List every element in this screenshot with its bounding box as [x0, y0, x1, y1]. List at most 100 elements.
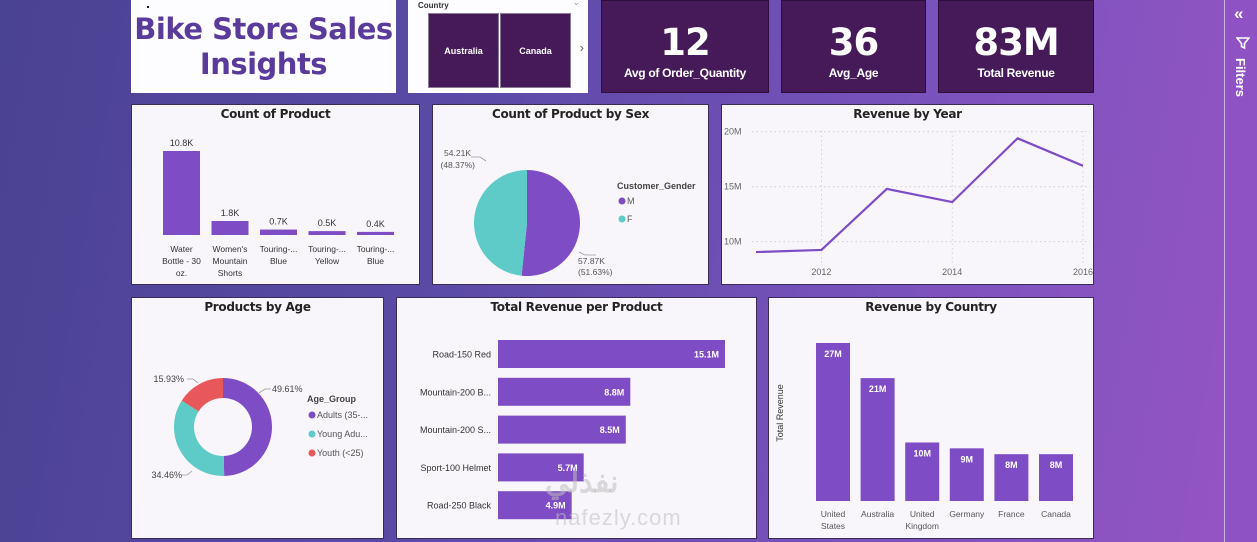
category-label: Canada [1041, 509, 1071, 519]
category-label: Women's [212, 244, 247, 254]
bar [1039, 454, 1073, 501]
chart-title: Revenue by Country [865, 300, 997, 314]
chart-title: Count of Product [220, 107, 331, 121]
slicer-label: Country [418, 1, 449, 10]
x-tick-label: 2014 [942, 267, 962, 277]
legend-title: Age_Group [307, 394, 357, 404]
revenue-by-year-visual[interactable]: Revenue by Year 10M 15M 20M 2012 2014 2016 [721, 104, 1094, 285]
data-label: 0.4K [366, 219, 385, 229]
legend-marker [308, 430, 316, 438]
y-tick-label: 20M [724, 127, 742, 137]
kpi-label: Avg of Order_Quantity [624, 66, 746, 80]
category-label: Road-250 Black [427, 501, 492, 511]
category-label: Kingdom [905, 521, 939, 531]
bar [994, 454, 1029, 501]
count-of-product-visual[interactable]: Count of Product 10.8K Water Bottle - 30 oz… [131, 104, 420, 285]
data-label: 1.8K [221, 208, 240, 218]
slicer-tile-canada[interactable]: Canada [500, 13, 571, 88]
bar [211, 221, 249, 235]
bar [357, 231, 394, 235]
bar [905, 442, 940, 501]
kpi-value: 83M [973, 21, 1059, 64]
leader-line [258, 388, 271, 394]
revenue-by-country-visual[interactable]: Revenue by Country Total Revenue 27M Unite… [768, 297, 1094, 539]
filters-label[interactable]: Filters [1233, 58, 1248, 98]
category-label: Yellow [315, 256, 340, 266]
x-tick-label: 2012 [811, 267, 831, 277]
kpi-avg-order-quantity: 12 Avg of Order_Quantity [601, 0, 769, 93]
data-label: 0.7K [269, 217, 288, 227]
data-label: 15.1M [694, 350, 719, 360]
series-line [755, 137, 1084, 254]
category-label: States [821, 521, 845, 531]
slicer-tile-australia[interactable]: Australia [428, 13, 499, 88]
legend-marker [308, 449, 316, 457]
data-label: (48.37%) [441, 160, 476, 170]
products-by-age-visual[interactable]: Products by Age 49.61% 34.46% 15.93% Age_Gr… [131, 297, 384, 539]
chevron-right-icon[interactable]: › [579, 40, 584, 55]
products-by-age-chart: 49.61% 34.46% 15.93% Age_Group Adults (35-..… [151, 374, 368, 480]
data-label: 8.5M [600, 425, 620, 435]
revenue-by-country-chart: Total Revenue 27M United States 21M Australia… [775, 343, 1073, 531]
data-label: 8M [1050, 460, 1063, 470]
donut-slice [173, 400, 225, 476]
x-tick-label: 2016 [1073, 267, 1093, 277]
bar [498, 377, 631, 406]
data-label: 5.7M [558, 463, 578, 473]
bar [498, 340, 725, 368]
revenue-per-product-visual[interactable]: Total Revenue per Product 15.1M Road-150 … [396, 297, 757, 539]
category-label: United [910, 509, 935, 519]
chart-title: Revenue by Year [853, 107, 962, 121]
revenue-per-product-chart: 15.1M Road-150 Red 8.8M Mountain-200 B... 8.… [420, 340, 725, 520]
legend-label: Young Adu... [317, 429, 368, 439]
category-label: Water [170, 244, 193, 254]
category-label: Touring-... [357, 244, 395, 254]
country-slicer: Country ⌄ Australia Canada › [408, 0, 588, 93]
legend-title: Customer_Gender [617, 181, 696, 191]
legend-label: Adults (35-... [317, 410, 368, 420]
chart-title: Products by Age [204, 300, 311, 314]
count-by-sex-visual[interactable]: Count of Product by Sex 57.87K (51.63%) 54… [432, 104, 709, 285]
data-label: 10M [913, 448, 931, 458]
leader-line [578, 251, 596, 256]
bar [949, 448, 984, 501]
y-tick-label: 15M [724, 182, 742, 192]
category-label: Mountain [213, 256, 248, 266]
category-label: France [998, 509, 1025, 519]
report-title: Bike Store Sales Insights [134, 12, 393, 82]
data-label: 9M [961, 454, 974, 464]
data-label: 21M [869, 384, 887, 394]
data-label: 0.5K [318, 218, 337, 228]
legend-marker [308, 411, 316, 419]
legend-label: F [627, 214, 633, 224]
data-label: (51.63%) [578, 267, 613, 277]
pie-slice [521, 170, 580, 276]
funnel-icon [1236, 37, 1250, 50]
category-label: Blue [270, 256, 287, 266]
bar [260, 229, 297, 235]
category-label: Touring-... [260, 244, 298, 254]
filters-pane[interactable]: « Filters [1224, 0, 1257, 542]
report-canvas: Bike Store Sales Insights Country ⌄ Aust… [131, 0, 1094, 539]
bar [860, 378, 895, 501]
category-label: oz. [176, 268, 187, 278]
bar [498, 415, 626, 444]
category-label: Bottle - 30 [162, 256, 201, 266]
title-line-2: Insights [199, 46, 328, 81]
data-label: 57.87K [578, 256, 605, 266]
chart-title: Total Revenue per Product [490, 300, 663, 314]
legend-marker [618, 215, 626, 223]
leader-line [187, 378, 199, 384]
y-axis-label: Total Revenue [775, 384, 785, 442]
kpi-total-revenue: 83M Total Revenue [938, 0, 1094, 93]
category-label: Shorts [218, 268, 243, 278]
data-label: 34.46% [151, 470, 182, 480]
legend-marker [618, 197, 626, 205]
bar [308, 231, 346, 235]
category-label: Mountain-200 S... [420, 425, 491, 435]
data-label: 8.8M [604, 387, 624, 397]
leader-line [471, 156, 487, 162]
chevron-down-icon[interactable]: ⌄ [572, 0, 580, 7]
bar [498, 491, 572, 520]
double-chevron-left-icon[interactable]: « [1234, 4, 1244, 23]
